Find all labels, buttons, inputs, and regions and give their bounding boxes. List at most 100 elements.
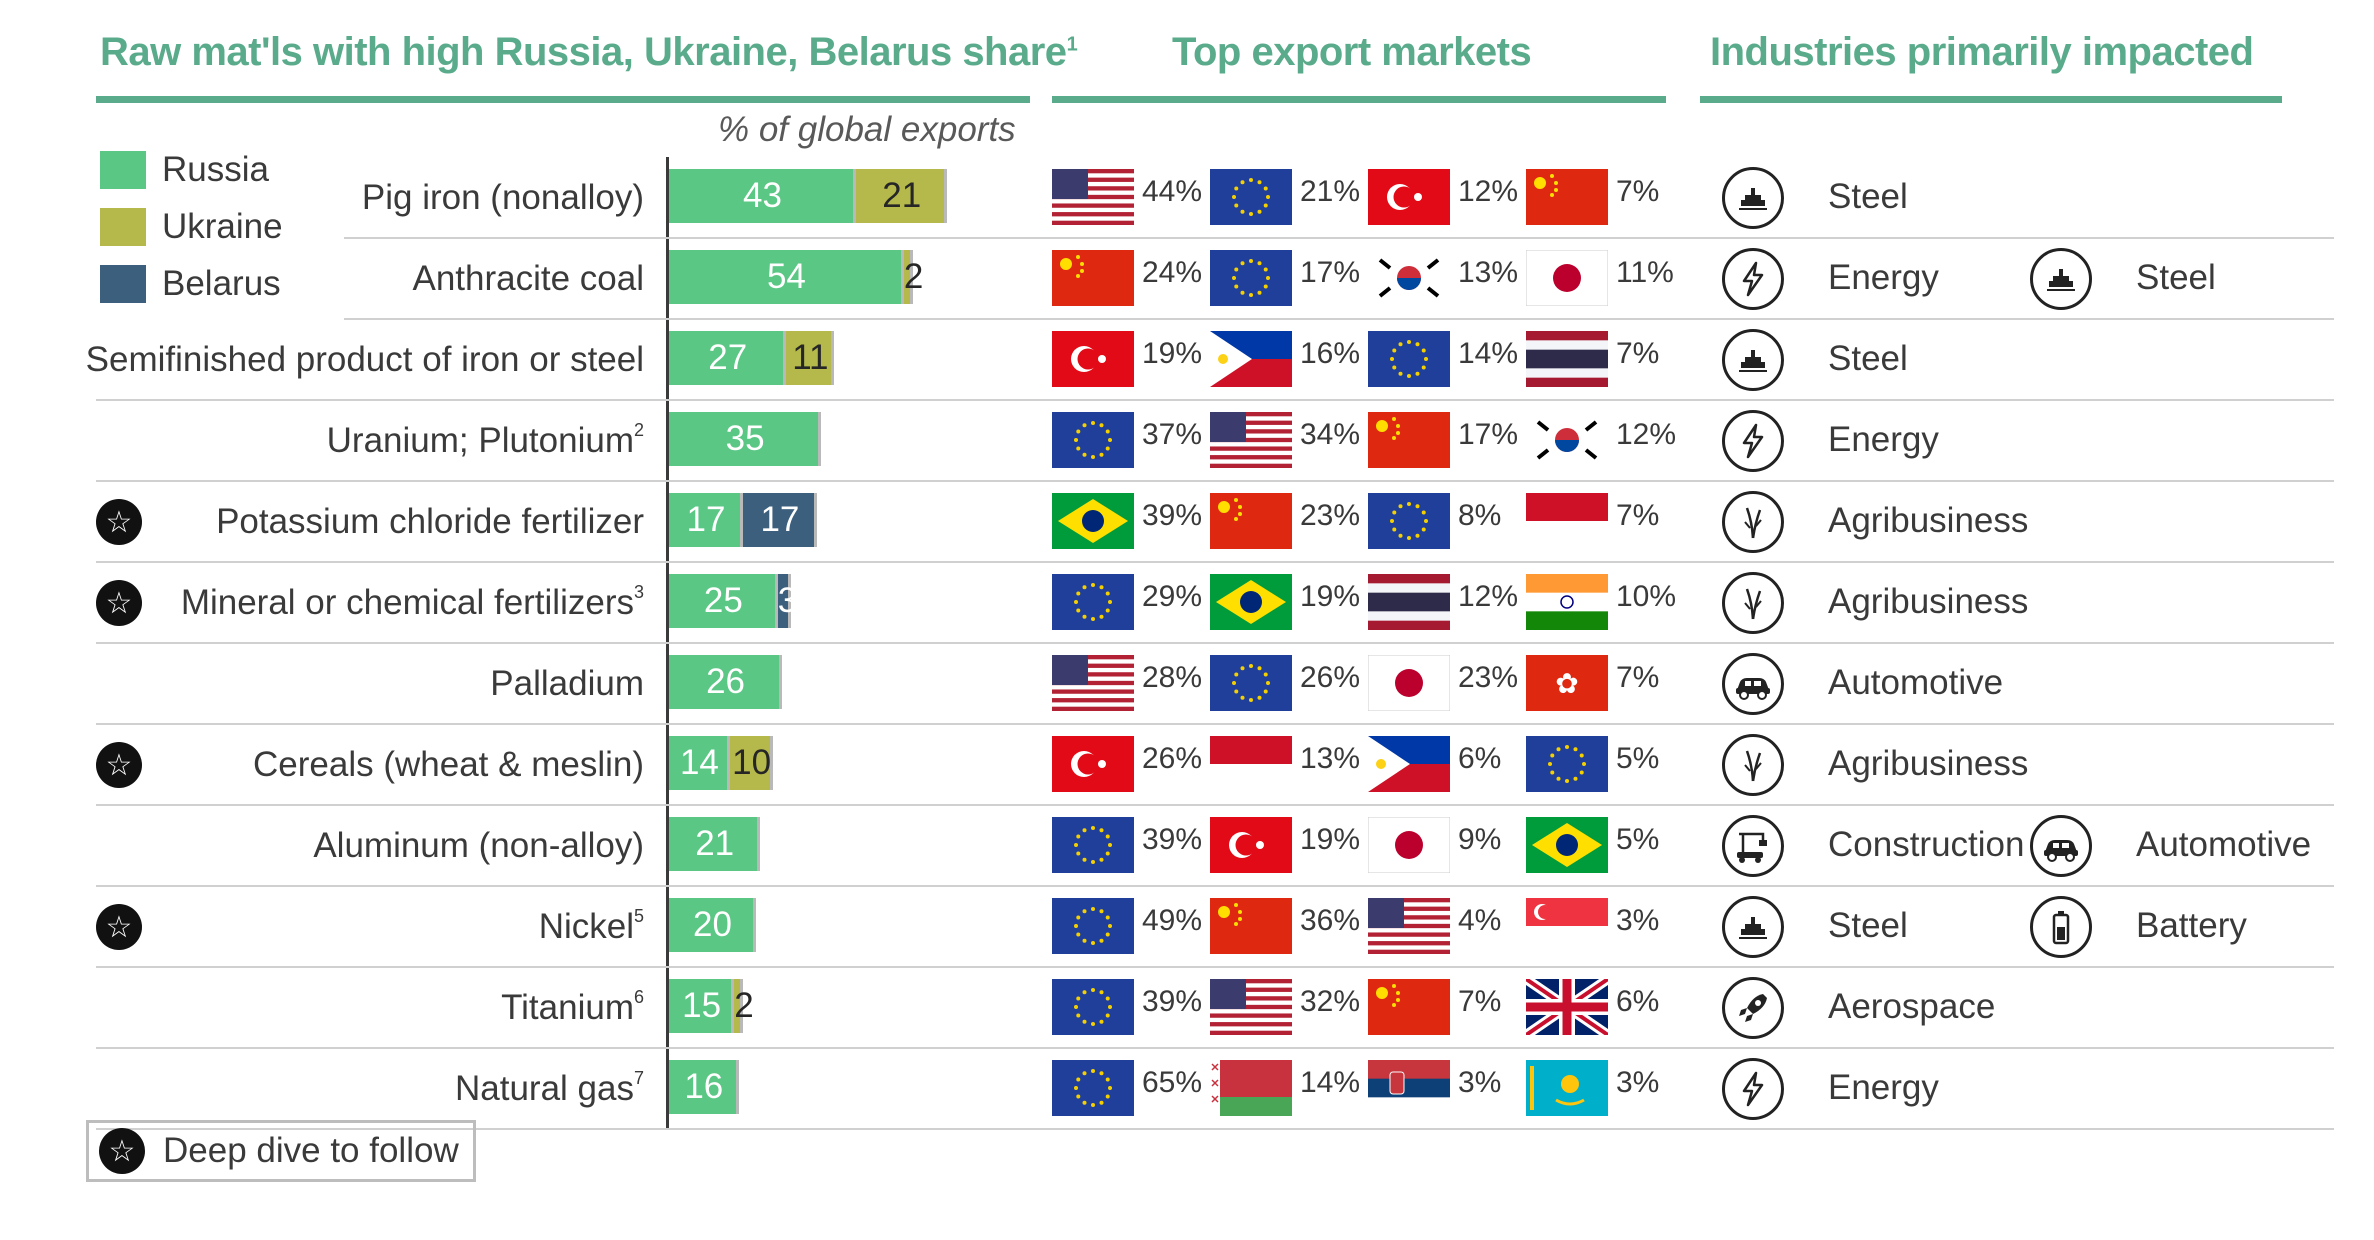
flag-id [1526, 493, 1608, 549]
flag-th [1526, 331, 1608, 387]
material-name: Potassium chloride fertilizer [216, 501, 644, 541]
material-name: Aluminum (non-alloy) [313, 825, 644, 865]
market-share: 39% [1142, 499, 1203, 532]
material-row-semifinished-product-of-iron-or-steel: Semifinished product of iron or steel 27 1… [0, 319, 2374, 401]
material-label: Uranium; Plutonium 2 [327, 400, 644, 481]
material-name: Anthracite coal [412, 258, 644, 298]
market-share: 6% [1458, 742, 1502, 775]
header-industries-underline [1700, 96, 2282, 103]
deep-dive-legend: ☆ Deep dive to follow [86, 1120, 476, 1182]
industry-label: Steel [1828, 339, 1908, 378]
flag-rs [1368, 1060, 1450, 1116]
market-share: 14% [1458, 337, 1519, 370]
flag-tr [1052, 736, 1134, 792]
market-share: 23% [1458, 661, 1519, 694]
bar-russia [669, 736, 730, 790]
flag-ph [1368, 736, 1450, 792]
flag-in [1526, 574, 1608, 630]
material-row-uranium-plutonium: Uranium; Plutonium 2 35 37% 34% 17% 12% Energy [0, 400, 2374, 482]
market-share: 7% [1616, 499, 1660, 532]
market-share: 14% [1300, 1066, 1361, 1099]
row-divider [96, 642, 2334, 644]
flag-us [1052, 655, 1134, 711]
flag-kr [1368, 250, 1450, 306]
agri-icon [1722, 734, 1784, 796]
energy-icon [1722, 248, 1784, 310]
market-share: 32% [1300, 985, 1361, 1018]
flag-jp [1368, 655, 1450, 711]
bar-russia [669, 817, 761, 871]
bar-ukraine [729, 736, 774, 790]
industry-label: Automotive [2136, 825, 2312, 864]
material-label: Cereals (wheat & meslin) [253, 724, 644, 805]
industry-label: Agribusiness [1828, 501, 2029, 540]
bar-russia [669, 250, 904, 304]
bar-ukraine [734, 979, 743, 1033]
market-share: 26% [1142, 742, 1203, 775]
star-icon: ☆ [96, 499, 142, 545]
material-name: Uranium; Plutonium [326, 420, 634, 460]
agri-icon [1722, 491, 1784, 553]
star-icon: ☆ [96, 580, 142, 626]
bar-russia [669, 412, 822, 466]
axis-subtitle: % of global exports [718, 110, 1016, 149]
market-share: 19% [1300, 823, 1361, 856]
material-row-pig-iron-nonalloy: Pig iron (nonalloy) 43 21 44% 21% 12% 7% Steel [0, 157, 2374, 239]
industry-label: Steel [2136, 258, 2216, 297]
flag-br [1526, 817, 1608, 873]
rocket-icon [1722, 977, 1784, 1039]
legend-ukraine: Ukraine [100, 207, 283, 246]
construction-icon [1722, 815, 1784, 877]
market-share: 29% [1142, 580, 1203, 613]
deep-dive-label: Deep dive to follow [163, 1131, 459, 1170]
flag-eu [1052, 979, 1134, 1035]
market-share: 44% [1142, 175, 1203, 208]
flag-us [1052, 169, 1134, 225]
market-share: 7% [1616, 175, 1660, 208]
flag-eu [1368, 331, 1450, 387]
market-share: 3% [1616, 904, 1660, 937]
material-row-nickel: ☆ Nickel 5 20 49% 36% 4% 3% Steel Battery [0, 886, 2374, 968]
material-label: Titanium 6 [501, 967, 644, 1048]
industry-label: Steel [1828, 177, 1908, 216]
flag-eu [1052, 412, 1134, 468]
flag-cn [1210, 898, 1292, 954]
flag-us [1368, 898, 1450, 954]
market-share: 7% [1616, 661, 1660, 694]
header-industries: Industries primarily impacted [1710, 30, 2254, 74]
material-name: Cereals (wheat & meslin) [253, 744, 644, 784]
material-label: Semifinished product of iron or steel [86, 319, 644, 400]
flag-th [1368, 574, 1450, 630]
market-share: 8% [1458, 499, 1502, 532]
row-divider [96, 804, 2334, 806]
market-share: 49% [1142, 904, 1203, 937]
material-name: Titanium [501, 987, 634, 1027]
flag-cn [1368, 412, 1450, 468]
flag-sg [1526, 898, 1608, 954]
bar-ukraine [786, 331, 835, 385]
material-row-palladium: Palladium 26 28% 26% 23% ✿ 7% Automotive [0, 643, 2374, 725]
market-share: 5% [1616, 823, 1660, 856]
market-share: 7% [1458, 985, 1502, 1018]
flag-us [1210, 412, 1292, 468]
row-divider [96, 723, 2334, 725]
market-share: 3% [1616, 1066, 1660, 1099]
market-share: 17% [1458, 418, 1519, 451]
market-share: 37% [1142, 418, 1203, 451]
flag-br [1052, 493, 1134, 549]
car-icon [2030, 815, 2092, 877]
flag-cn [1052, 250, 1134, 306]
material-label: Nickel 5 [539, 886, 644, 967]
flag-eu [1052, 1060, 1134, 1116]
material-label: Natural gas 7 [455, 1048, 644, 1129]
industry-label: Energy [1828, 258, 1939, 297]
industry-label: Steel [1828, 906, 1908, 945]
material-name: Semifinished product of iron or steel [85, 339, 644, 379]
bar-russia [669, 898, 756, 952]
bar-russia [669, 331, 787, 385]
legend-label: Russia [162, 150, 269, 189]
market-share: 23% [1300, 499, 1361, 532]
material-name: Palladium [490, 663, 644, 703]
bar-russia [669, 655, 783, 709]
battery-icon [2030, 896, 2092, 958]
